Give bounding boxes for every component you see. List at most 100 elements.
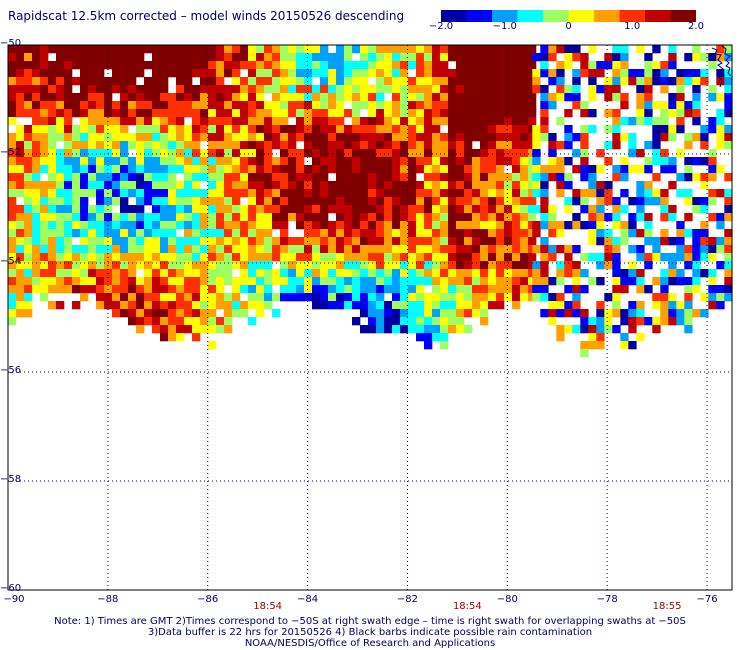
swath-cell — [16, 221, 25, 230]
swath-cell — [264, 213, 273, 222]
swath-cell — [556, 45, 565, 54]
colorbar-segment — [517, 10, 521, 22]
swath-cell — [352, 197, 361, 206]
swath-cell — [692, 101, 701, 110]
swath-cell — [620, 77, 629, 86]
swath-cell — [504, 141, 513, 150]
swath-cell — [240, 93, 249, 102]
swath-cell — [328, 69, 337, 78]
swath-cell — [532, 293, 541, 302]
swath-cell — [540, 269, 549, 278]
swath-cell — [152, 301, 161, 310]
colorbar-segment — [602, 10, 606, 22]
swath-cell — [120, 285, 129, 294]
swath-cell — [668, 165, 677, 174]
swath-cell — [700, 181, 709, 190]
swath-cell — [296, 221, 305, 230]
colorbar-segment — [672, 10, 676, 22]
swath-cell — [644, 317, 653, 326]
colorbar-segment — [632, 10, 635, 22]
swath-cell — [264, 101, 273, 110]
swath-cell — [528, 53, 537, 62]
swath-cell — [208, 309, 217, 318]
swath-cell — [184, 77, 193, 86]
swath-cell — [620, 221, 629, 230]
swath-cell — [216, 205, 225, 214]
swath-cell — [128, 93, 137, 102]
swath-cell — [416, 93, 425, 102]
swath-cell — [456, 173, 465, 182]
swath-cell — [416, 141, 425, 150]
swath-cell — [16, 237, 25, 246]
swath-cell — [112, 149, 121, 158]
swath-cell — [408, 189, 417, 198]
swath-cell — [296, 85, 305, 94]
swath-cell — [112, 133, 121, 142]
swath-cell — [480, 245, 489, 254]
swath-cell — [464, 325, 473, 334]
swath-cell — [520, 229, 529, 238]
colorbar-segment — [455, 10, 459, 22]
swath-cell — [248, 157, 257, 166]
swath-cell — [248, 197, 257, 206]
swath-cell — [376, 301, 385, 310]
swath-cell — [344, 189, 353, 198]
swath-cell — [344, 109, 353, 118]
colorbar-segment — [668, 10, 672, 22]
swath-cell — [224, 69, 233, 78]
swath-cell — [344, 229, 353, 238]
swath-cell — [344, 221, 353, 230]
swath-cell — [556, 261, 565, 270]
swath-cell — [328, 197, 337, 206]
swath-cell — [232, 309, 241, 318]
swath-cell — [96, 229, 105, 238]
swath-cell — [240, 253, 249, 262]
swath-cell — [368, 293, 377, 302]
swath-cell — [192, 85, 201, 94]
swath-cell — [692, 269, 701, 278]
swath-cell — [16, 261, 25, 270]
swath-cell — [120, 253, 129, 262]
swath-cell — [368, 221, 377, 230]
swath-cell — [368, 309, 377, 318]
swath-cell — [548, 45, 557, 54]
swath-cell — [504, 293, 513, 302]
swath-cell — [256, 229, 265, 238]
swath-cell — [596, 237, 605, 246]
swath-cell — [80, 269, 89, 278]
swath-cell — [96, 165, 105, 174]
swath-cell — [724, 269, 733, 278]
swath-cell — [16, 157, 25, 166]
swath-cell — [368, 229, 377, 238]
swath-cell — [16, 253, 25, 262]
swath-cell — [448, 189, 457, 198]
swath-cell — [8, 101, 17, 110]
swath-cell — [472, 229, 481, 238]
swath-cell — [416, 149, 425, 158]
swath-cell — [200, 325, 209, 334]
swath-cell — [168, 213, 177, 222]
swath-cell — [488, 253, 497, 262]
swath-cell — [168, 181, 177, 190]
swath-cell — [532, 125, 541, 134]
swath-cell — [128, 173, 137, 182]
swath-cell — [548, 253, 557, 262]
swath-cell — [304, 77, 313, 86]
swath-cell — [668, 253, 677, 262]
swath-cell — [448, 293, 457, 302]
swath-cell — [320, 149, 329, 158]
swath-cell — [620, 309, 629, 318]
swath-cell — [416, 213, 425, 222]
swath-cell — [72, 149, 81, 158]
swath-cell — [360, 85, 369, 94]
swath-cell — [716, 165, 725, 174]
swath-cell — [424, 205, 433, 214]
swath-cell — [580, 221, 589, 230]
swath-cell — [604, 109, 613, 118]
swath-cell — [416, 261, 425, 270]
swath-cell — [596, 229, 605, 238]
swath-cell — [32, 141, 41, 150]
swath-cell — [176, 181, 185, 190]
swath-cell — [400, 61, 409, 70]
swath-cell — [580, 53, 589, 62]
